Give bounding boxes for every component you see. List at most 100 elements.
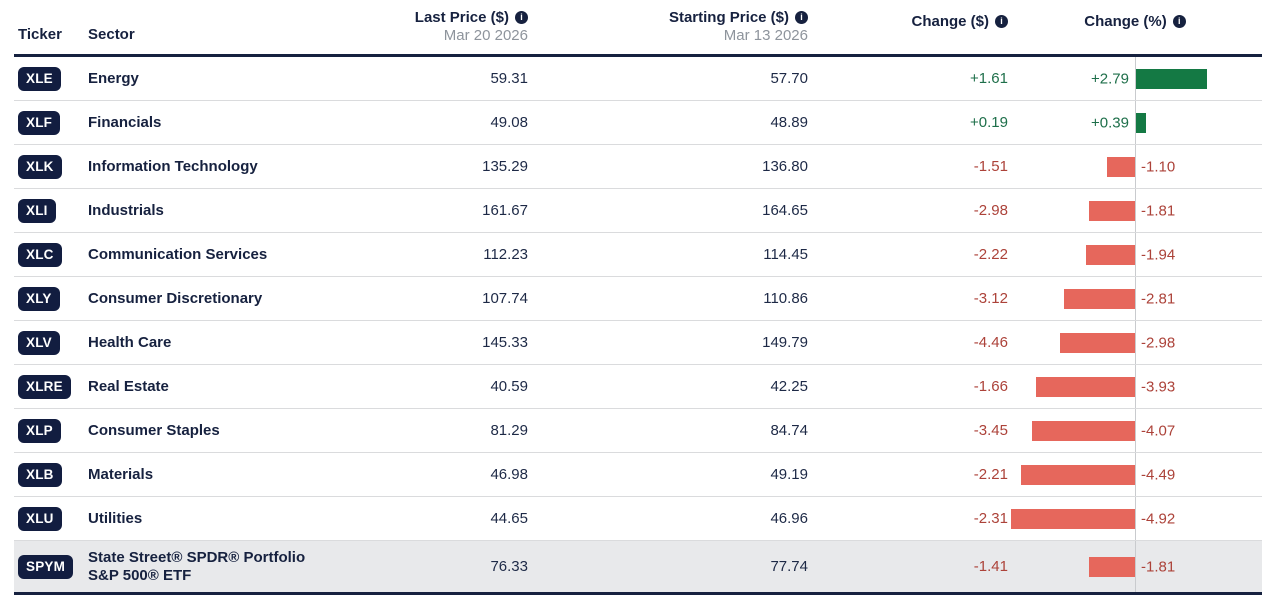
ticker-cell: XLRE bbox=[14, 365, 84, 408]
change-pct-chart-cell: -1.94 bbox=[1008, 233, 1262, 276]
change-pct-chart-cell: -1.81 bbox=[1008, 541, 1262, 592]
table-row-spym[interactable]: SPYM State Street® SPDR® Portfolio S&P 50… bbox=[14, 541, 1262, 595]
table-header-row: Ticker Sector Last Price ($) i Mar 20 20… bbox=[14, 0, 1262, 57]
table-row-xli[interactable]: XLI Industrials 161.67 164.65 -2.98 -1.81 bbox=[14, 189, 1262, 233]
change-pct-chart-cell: -2.81 bbox=[1008, 277, 1262, 320]
change-pct-value: -3.93 bbox=[1141, 378, 1176, 395]
ticker-badge: XLP bbox=[18, 418, 61, 443]
ticker-cell: XLF bbox=[14, 101, 84, 144]
change-usd-value: +1.61 bbox=[970, 70, 1008, 87]
table-row-xlp[interactable]: XLP Consumer Staples 81.29 84.74 -3.45 -4.07 bbox=[14, 409, 1262, 453]
last-price-value: 46.98 bbox=[490, 466, 528, 483]
change-usd-value: -2.22 bbox=[973, 246, 1008, 263]
last-price-value: 59.31 bbox=[490, 70, 528, 87]
ticker-cell: XLC bbox=[14, 233, 84, 276]
starting-price-date: Mar 13 2026 bbox=[723, 27, 808, 44]
change-usd-value: -3.45 bbox=[973, 422, 1008, 439]
sector-performance-table: Ticker Sector Last Price ($) i Mar 20 20… bbox=[14, 0, 1262, 595]
table-row-xlk[interactable]: XLK Information Technology 135.29 136.80 -1.… bbox=[14, 145, 1262, 189]
ticker-badge: XLC bbox=[18, 242, 62, 267]
axis-line bbox=[1135, 409, 1136, 452]
change-pct-bar bbox=[1107, 156, 1135, 177]
change-usd-value: -2.21 bbox=[973, 466, 1008, 483]
change-pct-bar bbox=[1089, 200, 1135, 221]
ticker-badge: XLE bbox=[18, 66, 61, 91]
table-row-xlf[interactable]: XLF Financials 49.08 48.89 +0.19 +0.39 bbox=[14, 101, 1262, 145]
last-price-label: Last Price ($) bbox=[414, 9, 509, 26]
table-row-xlc[interactable]: XLC Communication Services 112.23 114.45 -2.… bbox=[14, 233, 1262, 277]
ticker-badge: XLI bbox=[18, 198, 56, 223]
change-pct-value: -1.10 bbox=[1141, 158, 1176, 175]
starting-price-value: 114.45 bbox=[763, 246, 808, 263]
ticker-badge: XLRE bbox=[18, 374, 71, 399]
change-pct-bar bbox=[1089, 556, 1135, 577]
info-icon[interactable]: i bbox=[1172, 15, 1186, 28]
table-row-xlre[interactable]: XLRE Real Estate 40.59 42.25 -1.66 -3.93 bbox=[14, 365, 1262, 409]
starting-price-value: 48.89 bbox=[770, 114, 808, 131]
last-price-value: 112.23 bbox=[483, 246, 528, 263]
starting-price-value: 46.96 bbox=[770, 510, 808, 527]
change-usd-value: -3.12 bbox=[973, 290, 1008, 307]
last-price-value: 145.33 bbox=[482, 334, 528, 351]
axis-line bbox=[1135, 453, 1136, 496]
sector-name: Utilities bbox=[88, 509, 143, 527]
change-usd-value: +0.19 bbox=[970, 114, 1008, 131]
sector-name: Consumer Discretionary bbox=[88, 289, 263, 307]
last-price-value: 81.29 bbox=[490, 422, 528, 439]
ticker-cell: XLE bbox=[14, 57, 84, 100]
sector-name: Consumer Staples bbox=[88, 421, 220, 439]
change-pct-value: +2.79 bbox=[1091, 70, 1129, 87]
change-usd-value: -1.66 bbox=[973, 378, 1008, 395]
change-pct-chart-cell: -1.10 bbox=[1008, 145, 1262, 188]
starting-price-value: 110.86 bbox=[763, 290, 808, 307]
axis-line bbox=[1135, 321, 1136, 364]
starting-price-value: 42.25 bbox=[770, 378, 808, 395]
change-pct-chart-cell: -4.07 bbox=[1008, 409, 1262, 452]
table-row-xlu[interactable]: XLU Utilities 44.65 46.96 -2.31 -4.92 bbox=[14, 497, 1262, 541]
axis-line bbox=[1135, 101, 1136, 144]
change-pct-bar bbox=[1035, 376, 1135, 397]
ticker-badge: XLY bbox=[18, 286, 60, 311]
axis-line bbox=[1135, 497, 1136, 540]
axis-line bbox=[1135, 57, 1136, 100]
change-pct-value: -1.81 bbox=[1141, 202, 1176, 219]
info-icon[interactable]: i bbox=[795, 11, 808, 24]
starting-price-value: 136.80 bbox=[762, 158, 808, 175]
column-header-change-pct: Change (%) i bbox=[1008, 0, 1262, 54]
change-pct-value: -2.98 bbox=[1141, 334, 1176, 351]
column-header-starting-price: Starting Price ($) i Mar 13 2026 bbox=[528, 0, 808, 54]
sector-name: Materials bbox=[88, 465, 154, 483]
change-pct-value: -4.07 bbox=[1141, 422, 1176, 439]
change-usd-value: -1.51 bbox=[973, 158, 1008, 175]
change-pct-value: -2.81 bbox=[1141, 290, 1176, 307]
ticker-cell: XLU bbox=[14, 497, 84, 540]
change-pct-bar bbox=[1136, 68, 1207, 89]
change-usd-value: -2.31 bbox=[973, 510, 1008, 527]
change-pct-bar bbox=[1010, 508, 1135, 529]
axis-line bbox=[1135, 233, 1136, 276]
sector-name: Communication Services bbox=[88, 245, 268, 263]
info-icon[interactable]: i bbox=[995, 15, 1008, 28]
change-pct-bar bbox=[1021, 464, 1135, 485]
info-icon[interactable]: i bbox=[515, 11, 528, 24]
ticker-cell: XLV bbox=[14, 321, 84, 364]
change-pct-bar bbox=[1059, 332, 1135, 353]
change-usd-value: -4.46 bbox=[973, 334, 1008, 351]
sector-name: Real Estate bbox=[88, 377, 169, 395]
starting-price-value: 164.65 bbox=[762, 202, 808, 219]
column-header-change-usd: Change ($) i bbox=[808, 0, 1008, 54]
change-pct-chart-cell: +0.39 bbox=[1008, 101, 1262, 144]
last-price-value: 40.59 bbox=[490, 378, 528, 395]
ticker-cell: XLY bbox=[14, 277, 84, 320]
table-row-xlb[interactable]: XLB Materials 46.98 49.19 -2.21 -4.49 bbox=[14, 453, 1262, 497]
change-pct-label: Change (%) bbox=[1084, 13, 1167, 30]
change-pct-chart-cell: -4.49 bbox=[1008, 453, 1262, 496]
table-row-xle[interactable]: XLE Energy 59.31 57.70 +1.61 +2.79 bbox=[14, 57, 1262, 101]
ticker-badge: XLF bbox=[18, 110, 61, 135]
starting-price-label: Starting Price ($) bbox=[668, 9, 789, 26]
starting-price-value: 49.19 bbox=[770, 466, 808, 483]
table-row-xlv[interactable]: XLV Health Care 145.33 149.79 -4.46 -2.98 bbox=[14, 321, 1262, 365]
sector-name: Financials bbox=[88, 113, 162, 131]
table-row-xly[interactable]: XLY Consumer Discretionary 107.74 110.86 -3.… bbox=[14, 277, 1262, 321]
ticker-badge: XLB bbox=[18, 462, 62, 487]
